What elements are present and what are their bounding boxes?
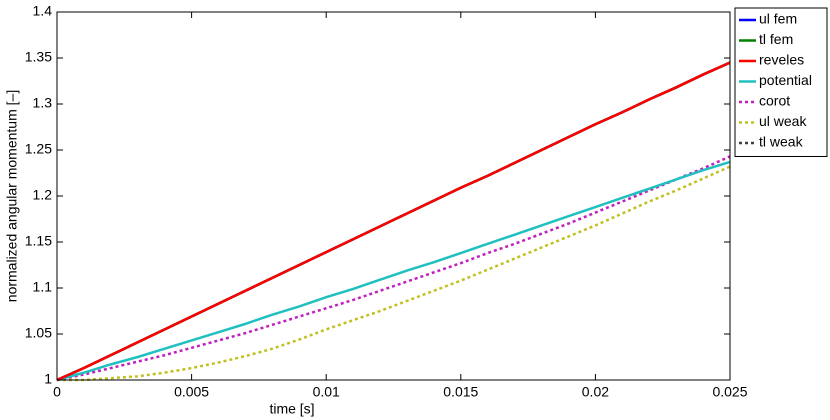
series-line [57, 165, 731, 382]
y-tick-label: 1 [44, 371, 52, 387]
legend-label: corot [759, 93, 790, 109]
series-line [56, 160, 731, 382]
legend-label: potential [759, 72, 812, 88]
x-tick-label: 0.02 [582, 384, 609, 400]
x-tick-label: 0.005 [174, 384, 209, 400]
y-tick-label: 1.4 [33, 3, 53, 19]
plot-area [57, 12, 730, 380]
series-line [56, 61, 731, 382]
y-tick-label: 1.05 [25, 325, 52, 341]
series-line [56, 155, 731, 382]
x-tick-label: 0.025 [712, 384, 747, 400]
y-tick-label: 1.35 [25, 49, 52, 65]
legend-label: ul fem [759, 11, 797, 27]
x-tick-label: 0 [53, 384, 61, 400]
y-tick-label: 1.1 [33, 279, 53, 295]
x-tick-label: 0.015 [443, 384, 478, 400]
y-axis-label: normalized angular momentum [–] [4, 90, 20, 302]
legend-label: tl fem [759, 31, 793, 47]
y-tick-label: 1.15 [25, 233, 52, 249]
y-tick-label: 1.2 [33, 187, 53, 203]
x-tick-label: 0.01 [313, 384, 340, 400]
x-axis-label: time [s] [269, 401, 314, 417]
plot-frame [56, 11, 731, 381]
legend-label: reveles [759, 52, 804, 68]
legend-label: tl weak [759, 134, 804, 150]
y-tick-label: 1.25 [25, 141, 52, 157]
legend-label: ul weak [759, 113, 807, 129]
y-tick-label: 1.3 [33, 95, 53, 111]
